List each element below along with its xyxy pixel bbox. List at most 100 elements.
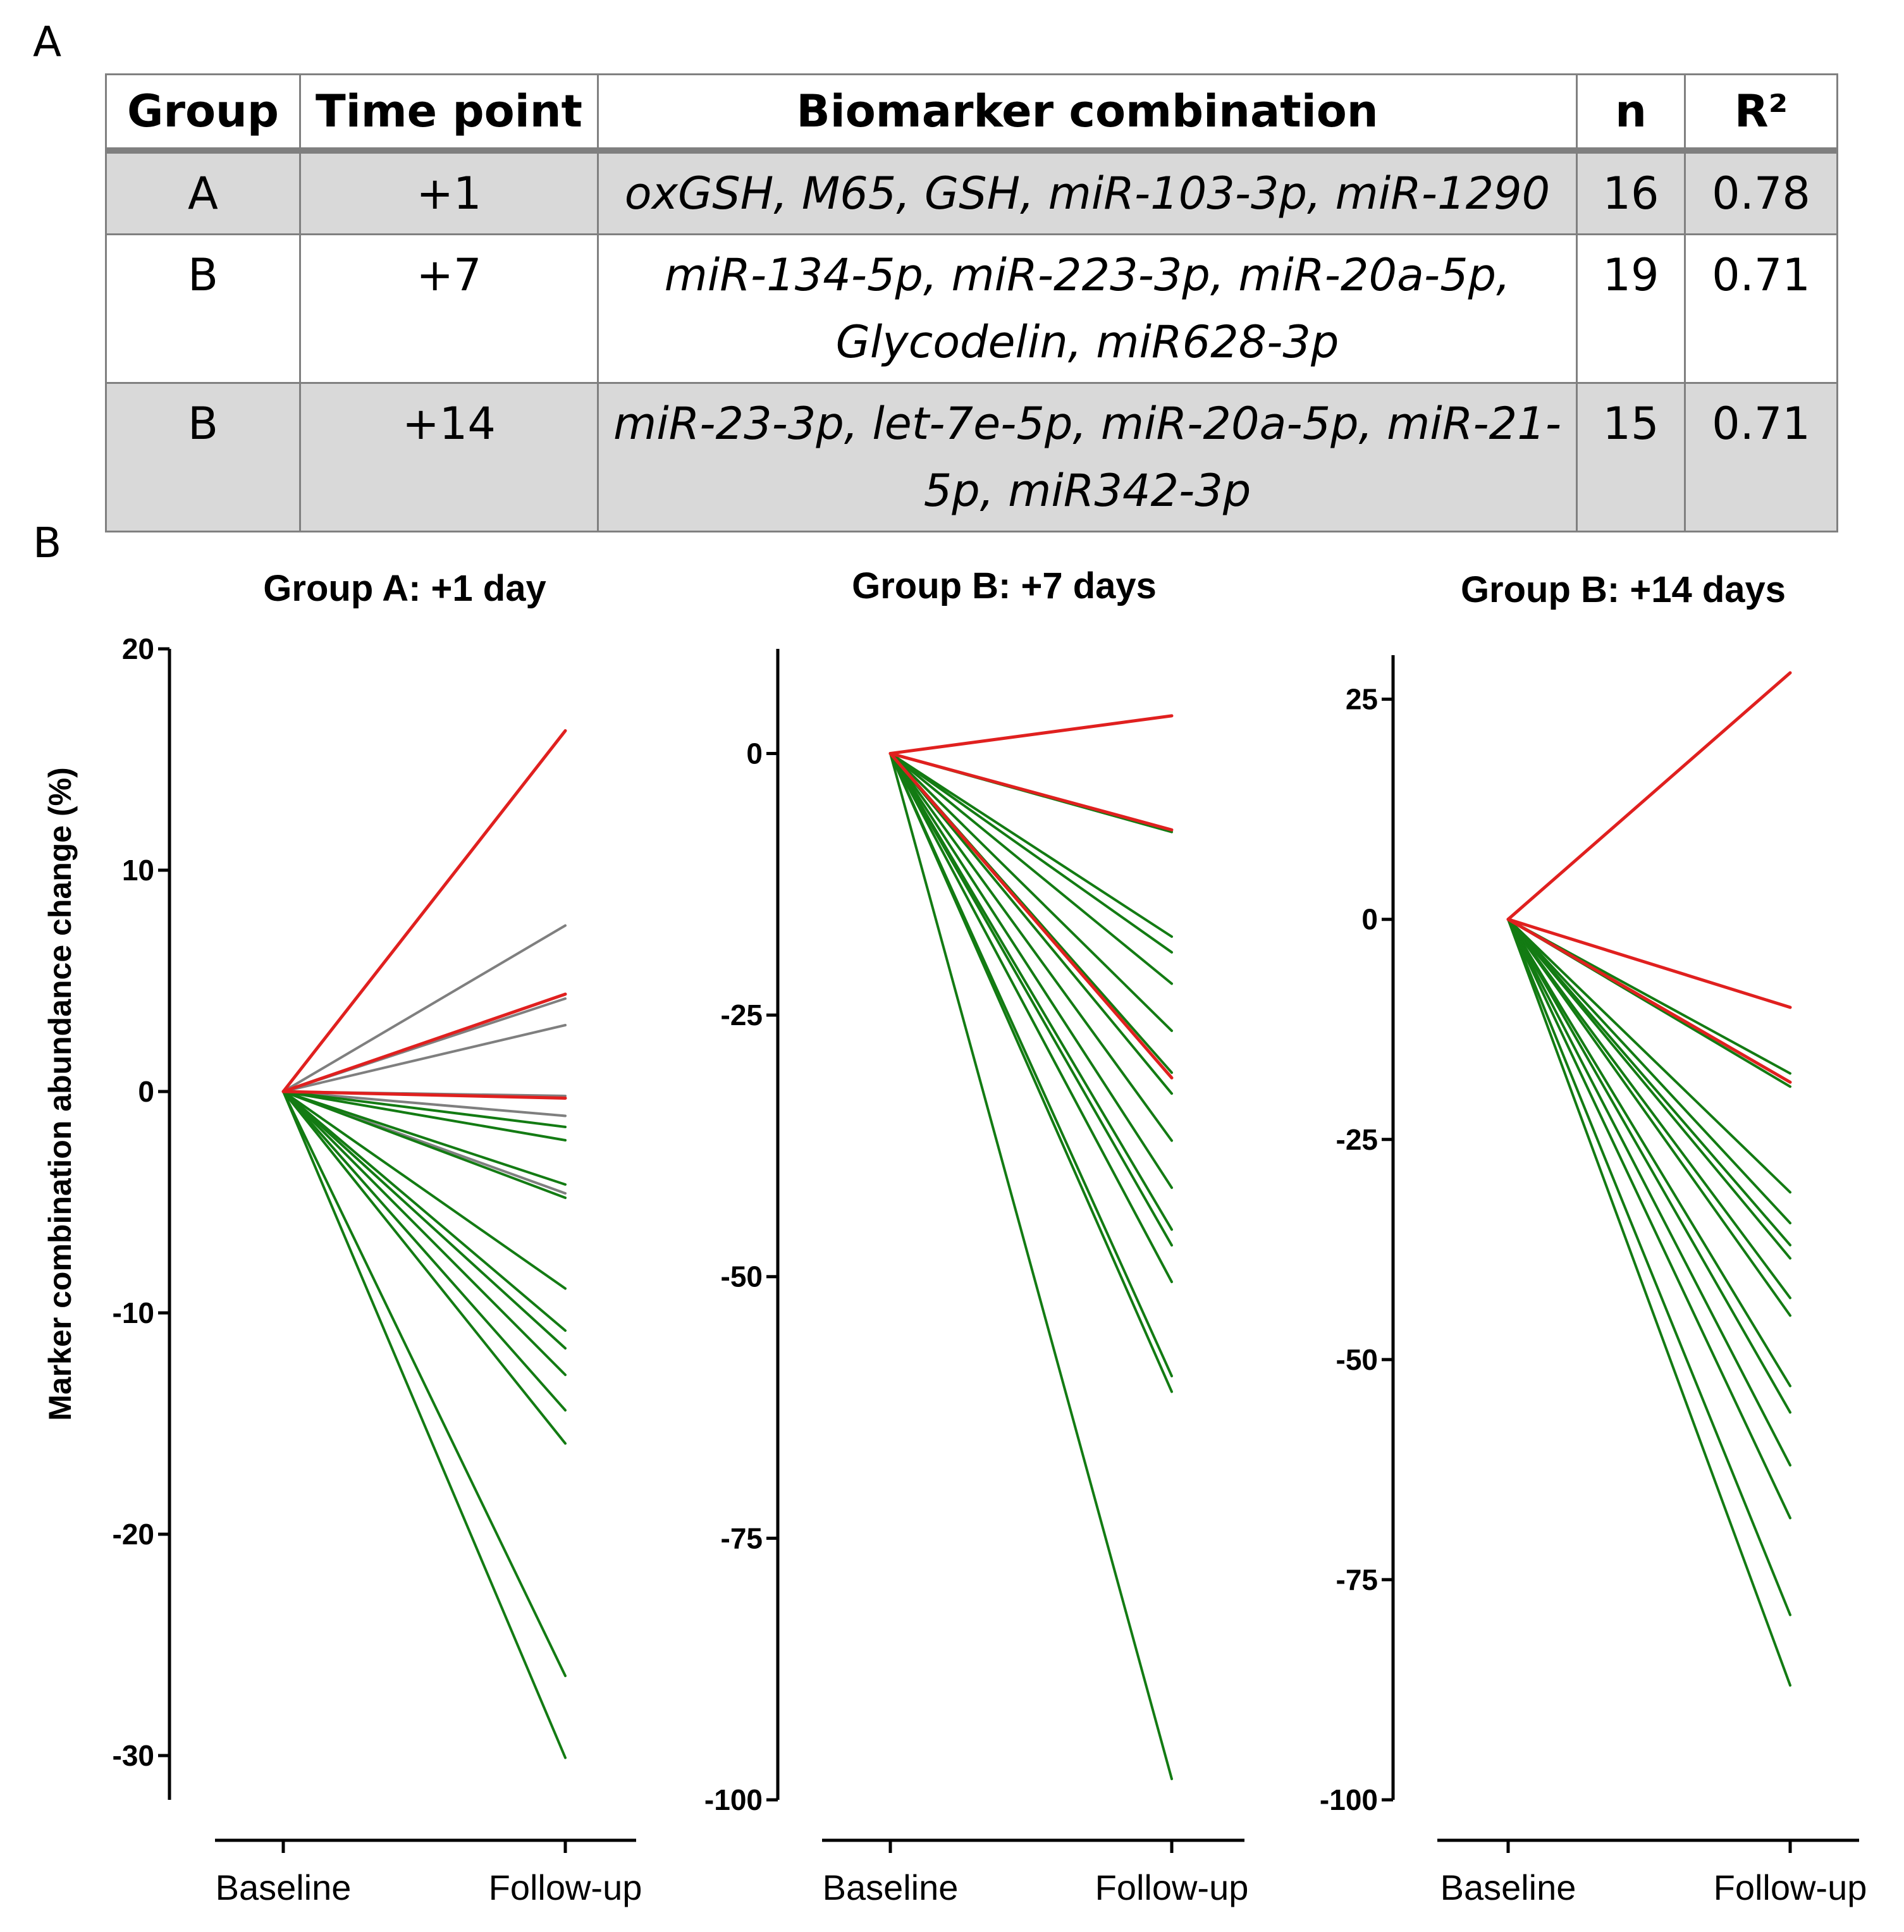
series-line-green: [889, 752, 1173, 1780]
cell-n: 16: [1576, 149, 1686, 235]
series-line-green: [282, 1090, 567, 1350]
chart-title: Group B: +14 days: [1461, 569, 1786, 610]
series-line-green: [889, 752, 1173, 1231]
series-line-green: [282, 1090, 567, 1186]
y-tick-label: -75: [1336, 1563, 1378, 1596]
y-tick-label: 20: [122, 632, 154, 665]
series-line-green: [282, 1090, 567, 1141]
cell-combination: oxGSH, M65, GSH, miR-103-3p, miR-1290: [597, 149, 1578, 235]
y-tick-label: -100: [704, 1783, 763, 1816]
y-tick-label: -25: [1336, 1123, 1378, 1156]
series-line-green: [889, 752, 1173, 985]
header-group: Group: [105, 73, 301, 154]
cell-time-point: +14: [299, 382, 599, 532]
series-line-red: [888, 751, 1174, 832]
header-r2: R²: [1684, 73, 1838, 154]
series-line-green: [889, 752, 1173, 1283]
series-line-gray: [282, 924, 567, 1093]
series-line-green: [1507, 918, 1791, 1246]
y-tick-label: -100: [1320, 1783, 1378, 1816]
cell-r2: 0.71: [1684, 233, 1838, 384]
y-tick-label: 0: [746, 737, 763, 770]
series-line-red: [1506, 671, 1792, 921]
header-n: n: [1576, 73, 1686, 154]
chart-title: Group B: +7 days: [852, 565, 1157, 606]
y-tick-label: -75: [721, 1522, 763, 1554]
series-line-green: [889, 752, 1173, 1032]
series-line-green: [282, 1090, 567, 1759]
cell-time-point: +7: [299, 233, 599, 384]
x-tick-label: Follow-up: [1714, 1867, 1867, 1907]
table-row: B +14 miR-23-3p, let-7e-5p, miR-20a-5p, …: [105, 382, 1838, 532]
table-header-row: Group Time point Biomarker combination n…: [105, 73, 1838, 154]
panel-label-a: A: [33, 18, 62, 66]
series-line-green: [1507, 918, 1791, 1687]
series-line-green: [282, 1090, 567, 1376]
table-row: A +1 oxGSH, M65, GSH, miR-103-3p, miR-12…: [105, 149, 1838, 235]
series-line-green: [889, 752, 1173, 1095]
cell-n: 19: [1576, 233, 1686, 384]
series-line-gray: [282, 1090, 567, 1117]
y-tick-label: -50: [1336, 1343, 1378, 1376]
series-line-green: [889, 752, 1173, 1247]
cell-r2: 0.78: [1684, 149, 1838, 235]
y-tick-label: 0: [138, 1075, 154, 1108]
y-tick-label: 0: [1361, 903, 1378, 936]
x-tick-label: Baseline: [1440, 1867, 1576, 1907]
cell-r2: 0.71: [1684, 382, 1838, 532]
series-line-green: [889, 752, 1173, 1142]
series-line-green: [1507, 918, 1791, 1467]
series-line-red: [281, 992, 567, 1093]
cell-group: B: [105, 233, 301, 384]
series-line-green: [1507, 918, 1791, 1260]
y-tick-label: -25: [721, 999, 763, 1031]
series-line-green: [889, 752, 1173, 954]
series-line-green: [1507, 918, 1791, 1414]
cell-group: A: [105, 149, 301, 235]
series-line-green: [1507, 918, 1791, 1300]
series-line-red: [281, 729, 567, 1093]
y-tick-label: -30: [113, 1739, 154, 1772]
series-line-green: [282, 1090, 567, 1128]
series-line-green: [1507, 918, 1791, 1616]
cell-group: B: [105, 382, 301, 532]
x-tick-label: Baseline: [823, 1867, 959, 1907]
series-line-green: [282, 1090, 567, 1199]
table-row: B +7 miR-134-5p, miR-223-3p, miR-20a-5p,…: [105, 233, 1838, 384]
series-line-green: [1507, 918, 1791, 1387]
series-line-green: [282, 1090, 567, 1677]
series-line-red: [1506, 918, 1792, 1009]
header-biomarker-combination: Biomarker combination: [597, 73, 1578, 154]
y-axis-label: Marker combination abundance change (%): [42, 767, 78, 1421]
series-line-green: [282, 1090, 567, 1445]
x-tick-label: Follow-up: [1095, 1867, 1249, 1907]
cell-time-point: +1: [299, 149, 599, 235]
series-line-green: [282, 1090, 567, 1290]
header-time-point: Time point: [299, 73, 599, 154]
y-tick-label: 10: [122, 854, 154, 887]
series-line-green: [1507, 918, 1791, 1225]
y-tick-label: -50: [721, 1260, 763, 1293]
series-line-green: [889, 752, 1173, 938]
chart-title: Group A: +1 day: [263, 568, 546, 609]
y-tick-label: -20: [113, 1518, 154, 1551]
series-line-green: [889, 752, 1173, 1190]
y-tick-label: 25: [1346, 683, 1378, 716]
biomarker-table: Group Time point Biomarker combination n…: [105, 73, 1838, 532]
series-line-green: [889, 752, 1173, 1393]
panel-label-b: B: [33, 519, 62, 567]
line-charts: Group A: +1 day 20 10 0 -10 -20 -30 Baseline Fol…: [42, 565, 1867, 1907]
series-line-green: [282, 1090, 567, 1332]
series-line-green: [282, 1090, 567, 1412]
y-tick-label: -10: [113, 1296, 154, 1329]
series-line-gray: [282, 1024, 567, 1093]
x-tick-label: Baseline: [216, 1867, 352, 1907]
series-line-red: [888, 751, 1174, 1080]
x-tick-label: Follow-up: [489, 1867, 642, 1907]
cell-n: 15: [1576, 382, 1686, 532]
cell-combination: miR-23-3p, let-7e-5p, miR-20a-5p, miR-21…: [597, 382, 1578, 532]
series-line-red: [1506, 918, 1792, 1084]
series-line-red: [888, 714, 1174, 755]
cell-combination: miR-134-5p, miR-223-3p, miR-20a-5p, Glyc…: [597, 233, 1578, 384]
series-line-red: [281, 1090, 567, 1100]
